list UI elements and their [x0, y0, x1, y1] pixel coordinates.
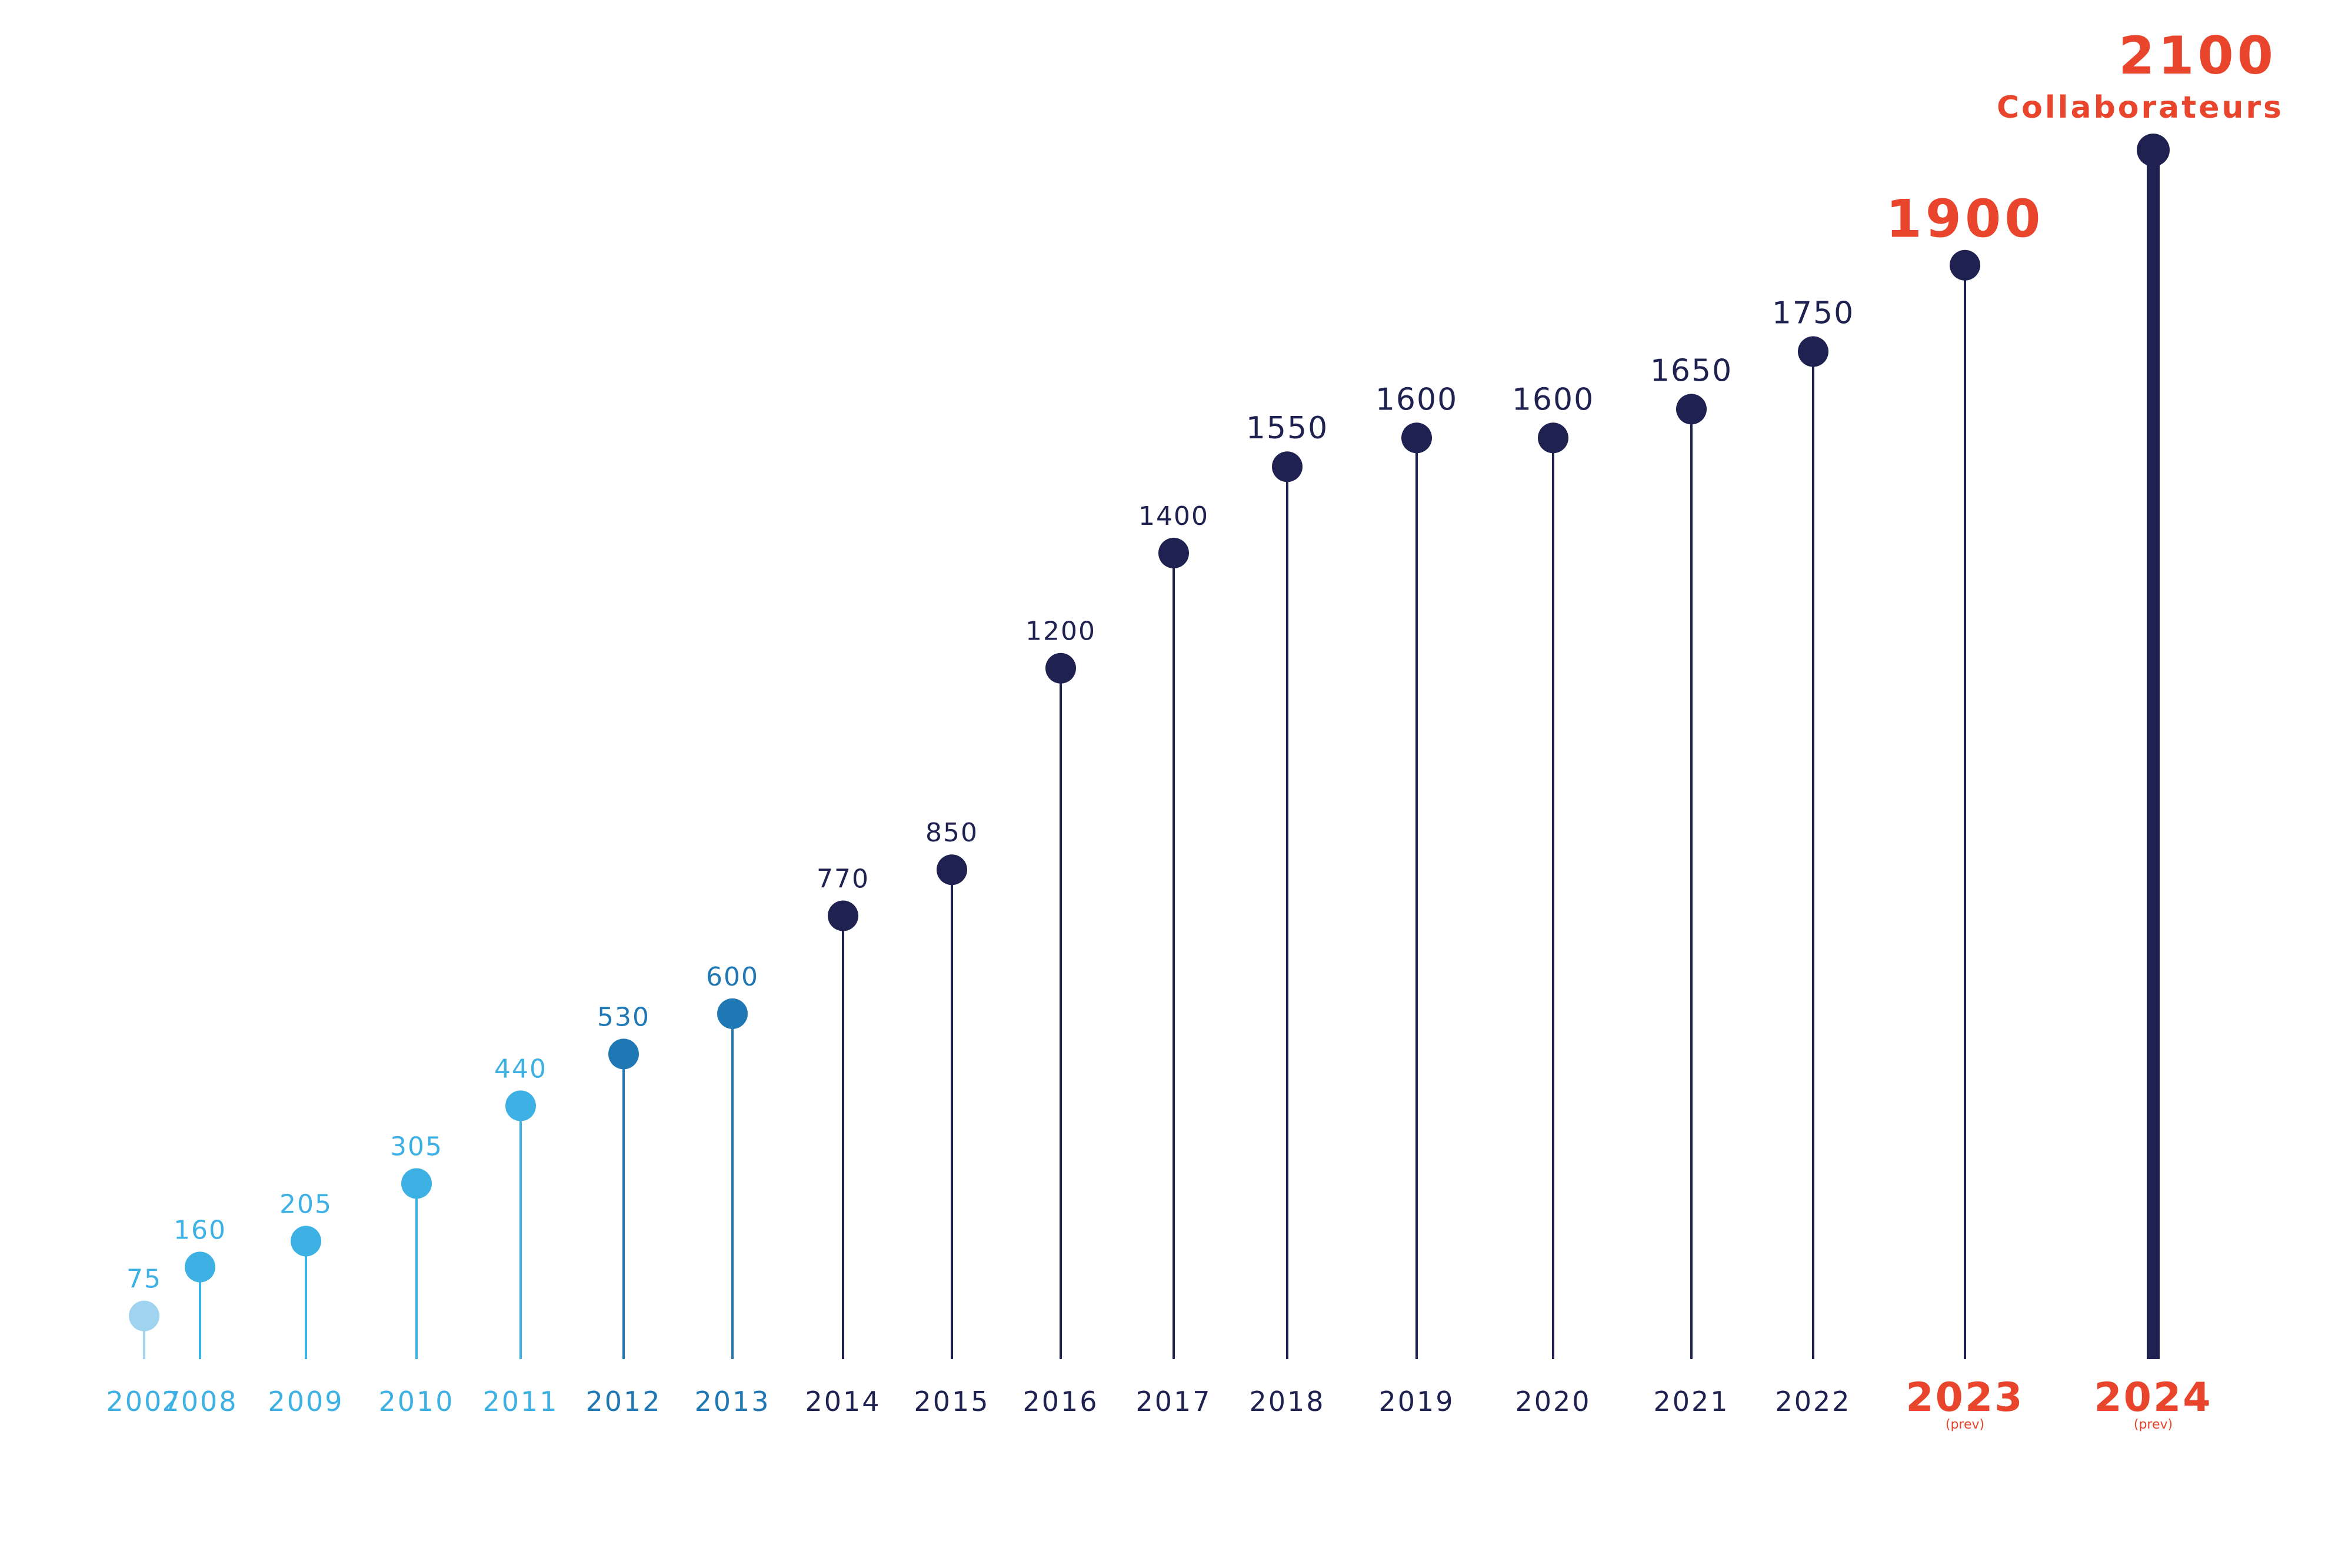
dot: [1158, 538, 1189, 568]
value-label: 1650: [1650, 353, 1733, 388]
year-label: 2013: [694, 1386, 770, 1417]
year-label: 2007: [106, 1386, 182, 1417]
year-label: 2024: [2094, 1374, 2212, 1421]
value-label: 770: [817, 864, 870, 894]
value-label: 1600: [1512, 382, 1594, 417]
year-label: 2011: [482, 1386, 558, 1417]
value-label: 440: [494, 1054, 547, 1084]
value-label: 530: [597, 1002, 650, 1032]
year-label: 2020: [1515, 1386, 1591, 1417]
year-label: 2009: [268, 1386, 344, 1417]
dot: [1538, 422, 1568, 454]
year-label: 2015: [914, 1386, 990, 1417]
dot: [608, 1038, 639, 1070]
value-label: 305: [390, 1132, 443, 1162]
year-label: 2012: [585, 1386, 661, 1417]
value-label: 160: [174, 1215, 226, 1245]
dot: [1798, 336, 1828, 367]
value-label: 75: [126, 1264, 162, 1294]
dot: [1950, 249, 1980, 281]
year-label: 2019: [1378, 1386, 1454, 1417]
annotations-group: Collaborateurs: [1997, 90, 2284, 125]
prev-label: (prev): [1946, 1417, 1984, 1432]
collaborateurs-label: Collaborateurs: [1997, 90, 2284, 125]
dot: [291, 1226, 321, 1257]
value-label: 1750: [1772, 296, 1854, 331]
dot: [129, 1300, 159, 1331]
year-label: 2023: [1906, 1374, 2024, 1421]
value-label: 1900: [1886, 189, 2044, 249]
prev-label: (prev): [2134, 1417, 2173, 1432]
year-label: 2008: [162, 1386, 238, 1417]
value-label: 600: [706, 962, 759, 992]
dot: [185, 1251, 215, 1283]
year-label: 2022: [1775, 1386, 1851, 1417]
year-label: 2010: [378, 1386, 454, 1417]
value-label: 850: [925, 818, 978, 848]
dot: [2137, 134, 2170, 167]
year-label: 2021: [1653, 1386, 1729, 1417]
dot: [1401, 422, 1432, 454]
year-label: 2017: [1135, 1386, 1211, 1417]
year-label: 2018: [1249, 1386, 1325, 1417]
dot: [1045, 652, 1076, 684]
value-label: 205: [279, 1189, 332, 1219]
dot: [505, 1090, 536, 1121]
value-label: 1200: [1025, 617, 1096, 647]
dot: [717, 998, 748, 1029]
dot: [828, 900, 858, 931]
value-label: 1550: [1246, 411, 1328, 446]
dot: [401, 1168, 432, 1199]
year-label: 2016: [1022, 1386, 1098, 1417]
value-label: 1400: [1138, 501, 1209, 531]
year-label: 2014: [805, 1386, 881, 1417]
dot: [1272, 451, 1303, 482]
stems-group: [143, 150, 2160, 1359]
value-label: 2100: [2119, 25, 2277, 86]
dot: [1676, 394, 1707, 425]
value-label: 1600: [1375, 382, 1458, 417]
value-labels-group: 75 160 205 305 440 530 600 770 850 1200 1400 1550 16…: [126, 25, 2277, 1294]
dot: [937, 854, 967, 885]
dots-group: [129, 134, 2170, 1331]
